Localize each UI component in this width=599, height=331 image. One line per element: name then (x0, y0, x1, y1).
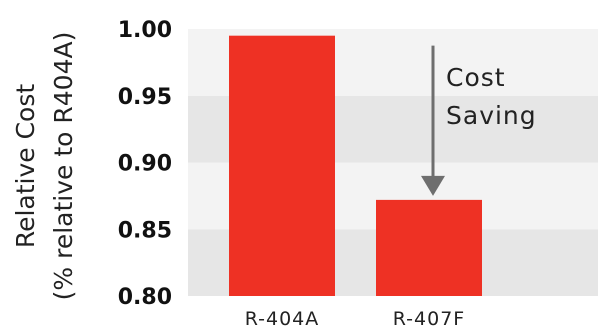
bar-r-404a (229, 35, 335, 297)
cost-saving-annotation: Cost Saving (446, 63, 537, 130)
x-tick-labels: R-404A R-407F (245, 308, 465, 330)
y-tick-label: 0.95 (118, 85, 172, 110)
y-axis-label-line-2: (% relative to R404A) (49, 32, 78, 301)
x-tick-label: R-404A (245, 308, 320, 330)
y-tick-label: 0.85 (118, 218, 172, 243)
bar-r-407f (376, 199, 482, 296)
arrow-head (421, 175, 445, 196)
y-axis-label-line-1: Relative Cost (11, 84, 40, 249)
bars (229, 35, 482, 297)
y-tick-label: 1.00 (118, 18, 172, 43)
cost-saving-arrow (421, 45, 445, 196)
y-tick-label: 0.90 (118, 152, 172, 177)
x-tick-label: R-407F (393, 308, 465, 330)
y-tick-labels: 0.80 0.85 0.90 0.95 1.00 (118, 18, 172, 310)
annotation-line-2: Saving (446, 101, 537, 130)
annotation-line-1: Cost (446, 63, 506, 92)
y-axis-label: Relative Cost (% relative to R404A) (11, 32, 78, 301)
y-tick-label: 0.80 (118, 285, 172, 310)
